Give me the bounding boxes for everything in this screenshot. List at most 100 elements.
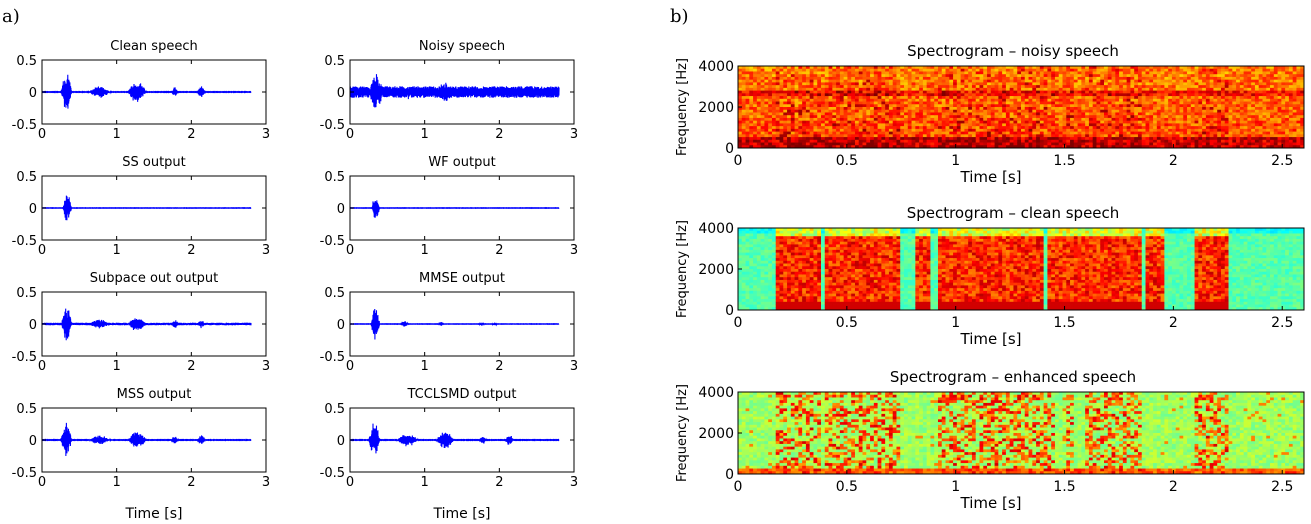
spectrogram-cell	[741, 271, 746, 275]
spectrogram-cell	[741, 233, 746, 237]
spectrogram-cell	[760, 115, 765, 119]
spectrogram-cell	[949, 101, 954, 105]
spectrogram-cell	[1300, 87, 1305, 91]
spectrogram-cell	[866, 117, 871, 122]
spectrogram-cell	[1281, 79, 1286, 83]
spectrogram-cell	[832, 120, 837, 124]
spectrogram-cell	[1156, 93, 1162, 97]
spectrogram-cell	[1266, 66, 1271, 70]
spectrogram-cell	[937, 120, 943, 124]
spectrogram-cell	[964, 66, 969, 70]
spectrogram-cell	[813, 96, 818, 100]
spectrogram-cell	[926, 137, 931, 141]
spectrogram-cell	[1130, 109, 1135, 113]
spectrogram-cell	[1054, 139, 1060, 143]
spectrogram-cell	[926, 101, 931, 105]
spectrogram-cell	[1209, 117, 1214, 122]
spectrogram-cell	[888, 137, 894, 141]
spectrogram-cell	[741, 104, 746, 108]
spectrogram-cell	[979, 66, 984, 70]
spectrogram-cell	[771, 85, 777, 89]
spectrogram-cell	[1013, 79, 1018, 83]
spectrogram-cell	[862, 137, 867, 141]
spectrogram-cell	[1104, 128, 1109, 132]
spectrogram-cell	[1179, 90, 1184, 94]
spectrogram-cell	[881, 134, 886, 138]
spectrogram-cell	[888, 85, 894, 89]
spectrogram-cell	[1043, 139, 1048, 143]
spectrogram-cell	[1111, 123, 1116, 127]
spectrogram-cell	[749, 233, 754, 237]
spectrogram-cell	[968, 71, 973, 75]
spectrogram-cell	[794, 137, 799, 141]
spectrogram-cell	[756, 85, 762, 89]
spectrogram-cell	[1243, 120, 1248, 124]
spectrogram-cell	[847, 115, 852, 119]
spectrogram-cell	[1085, 74, 1090, 78]
spectrogram-cell	[900, 142, 905, 146]
spectrogram-cell	[779, 112, 784, 116]
spectrogram-cell	[1085, 126, 1090, 130]
spectrogram-cell	[1296, 85, 1301, 89]
spectrogram-cell	[907, 120, 912, 124]
spectrogram-cell	[1266, 104, 1271, 108]
spectrogram-cell	[1213, 128, 1218, 132]
spectrogram-cell	[1134, 137, 1139, 141]
spectrogram-cell	[771, 66, 777, 70]
spectrogram-cell	[1243, 66, 1248, 70]
spectrogram-cell	[911, 71, 916, 75]
spectrogram-cell	[764, 263, 769, 267]
spectrogram-cell	[1073, 79, 1078, 83]
spectrogram-cell	[1205, 90, 1211, 94]
spectrogram-cell	[885, 128, 890, 132]
spectrogram-cell	[1217, 76, 1222, 81]
spectrogram-cell	[1175, 109, 1180, 113]
spectrogram-cell	[1277, 142, 1282, 146]
spectrogram-cell	[964, 101, 969, 105]
spectrogram-cell	[756, 277, 762, 281]
spectrogram-cell	[862, 87, 867, 91]
spectrogram-cell	[805, 117, 811, 122]
spectrogram-cell	[741, 85, 746, 89]
spectrogram-cell	[749, 128, 754, 132]
spectrogram-cell	[794, 112, 799, 116]
spectrogram-cell	[941, 112, 946, 116]
spectrogram-cell	[862, 117, 867, 122]
spectrogram-cell	[1198, 74, 1203, 78]
spectrogram-cell	[745, 112, 750, 116]
spectrogram-cell	[915, 66, 920, 70]
spectrogram-cell	[843, 104, 848, 108]
spectrogram-cell	[749, 82, 754, 86]
spectrogram-cell	[760, 109, 765, 113]
spectrogram-cell	[1232, 82, 1237, 86]
spectrogram-cell	[1228, 101, 1233, 105]
spectrogram-cell	[1073, 76, 1078, 81]
spectrogram-cell	[930, 68, 935, 72]
spectrogram-cell	[1277, 82, 1282, 86]
spectrogram-cell	[749, 139, 754, 143]
spectrogram-cell	[1073, 115, 1078, 119]
spectrogram-cell	[877, 68, 882, 72]
spectrogram-cell	[1058, 71, 1063, 75]
spectrogram-cell	[756, 139, 762, 143]
spectrogram-cell	[1005, 66, 1011, 70]
spectrogram-cell	[911, 145, 916, 149]
spectrogram-cell	[745, 244, 750, 248]
spectrogram-cell	[1175, 142, 1180, 146]
spectrogram-cell	[1092, 79, 1097, 83]
spectrogram-cell	[1085, 139, 1090, 143]
spectrogram-cell	[839, 79, 845, 83]
spectrogram-cell	[1122, 82, 1128, 86]
spectrogram-cell	[749, 288, 754, 292]
spectrogram-cell	[1073, 142, 1078, 146]
spectrogram-cell	[768, 241, 773, 245]
spectrogram-cell	[749, 112, 754, 116]
spectrogram-cell	[1145, 87, 1150, 91]
spectrogram-cell	[1119, 145, 1124, 149]
spectrogram-cell	[1160, 137, 1165, 141]
spectrogram-cell	[1198, 79, 1203, 83]
spectrogram-cell	[1202, 66, 1207, 70]
spectrogram-cell	[756, 244, 762, 248]
spectrogram-cell	[828, 74, 833, 78]
